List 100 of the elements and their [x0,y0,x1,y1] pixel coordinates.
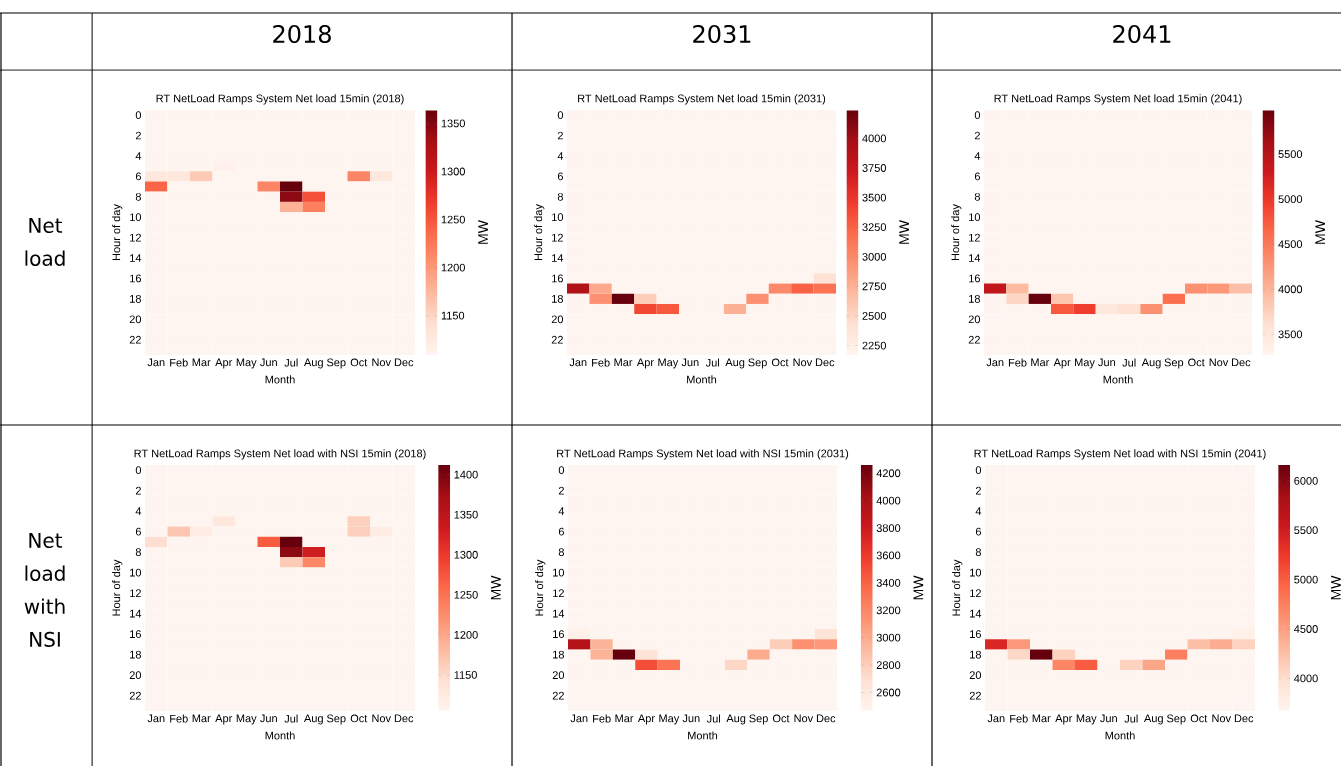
y-tick-label: 8 [135,548,141,557]
y-tick-label: 22 [129,335,141,344]
text: Net load with NSI [24,533,65,647]
text: Net load [25,218,65,266]
color-bar-label: 1150 [441,311,465,320]
x-tick-label: Dec [815,358,835,367]
x-tick-label: Feb [170,358,188,367]
x-axis-title: Month [688,731,718,740]
y-tick-label: 20 [129,671,142,680]
x-tick-label: Jun [260,714,277,723]
x-tick-label: Jan [570,714,588,723]
y-tick-label: 2 [975,486,981,495]
color-bar-title: MW [913,575,924,600]
y-tick-label: 18 [130,650,141,659]
y-tick-label: 4 [974,152,981,160]
color-bar-title: MW [1331,575,1341,600]
y-tick-label: 12 [970,589,981,597]
color-bar-label: 6000 [1294,476,1318,485]
y-tick-label: 4 [975,507,982,515]
color-bar-label: 3800 [876,524,901,532]
color-bar-label: 2750 [862,282,887,291]
y-axis-title: Hour of day [535,559,546,616]
x-tick-label: Sep [748,358,767,369]
color-bar-label: 5000 [1278,195,1303,204]
x-tick-label: Feb [593,714,611,723]
chart-title: RT NetLoad Ramps System Net load with NSI 15min (2031) [557,449,849,460]
x-tick-label: Jan [986,358,1004,367]
x-tick-label: Aug [1143,714,1163,725]
x-tick-label: Dec [394,358,414,367]
x-tick-label: May [1075,358,1095,369]
y-tick-label: 2 [974,131,980,140]
y-tick-label: 6 [135,172,141,181]
y-tick-label: 12 [130,589,141,597]
y-tick-label: 16 [553,630,564,639]
y-tick-label: 18 [970,650,981,659]
y-axis-title: Hour of day [952,559,963,616]
x-tick-label: Dec [1231,358,1251,367]
color-bar-label: 5000 [1294,575,1318,584]
color-bar-label: 1200 [454,631,478,639]
x-tick-label: Jun [260,358,277,367]
y-tick-label: 8 [974,192,980,201]
y-tick-label: 20 [969,671,982,680]
y-tick-label: 16 [970,630,981,639]
x-tick-label: Feb [1008,358,1027,367]
y-tick-label: 6 [135,527,141,536]
y-tick-label: 6 [974,172,980,181]
color-bar-label: 3500 [862,193,887,202]
x-tick-label: Oct [350,358,368,367]
x-tick-label: Nov [372,714,391,723]
x-axis-title: Month [265,375,295,384]
color-bar-title: MW [478,220,488,244]
x-axis-title: Month [1105,731,1135,740]
x-tick-label: Sep [326,358,346,369]
y-tick-label: 12 [130,233,141,242]
y-tick-label: 18 [969,294,980,303]
y-tick-label: 12 [969,233,980,242]
color-bar-label: 1150 [454,671,477,679]
y-axis-title: Hour of day [112,559,123,616]
color-bar-label: 3200 [876,606,901,615]
y-tick-label: 10 [970,568,982,577]
y-tick-label: 22 [968,335,980,344]
y-tick-label: 8 [135,192,141,201]
color-bar-label: 3500 [1278,330,1303,339]
x-tick-label: Feb [592,358,610,367]
x-tick-label: Mar [614,358,633,367]
x-tick-label: Jul [284,358,298,367]
x-tick-label: Mar [1032,714,1051,723]
color-bar-title: MW [899,220,909,244]
x-tick-label: Nov [1209,358,1229,367]
x-tick-label: Mar [1031,358,1050,367]
color-bar-label: 4500 [1293,625,1318,633]
x-tick-label: Jul [1122,358,1136,367]
x-tick-label: Jul [284,714,298,723]
x-tick-label: Dec [1234,714,1254,723]
y-tick-label: 2 [558,486,564,495]
color-bar-label: 2800 [876,661,901,669]
x-tick-label: Feb [1010,714,1028,723]
y-tick-label: 0 [975,466,982,475]
color-bar-title: MW [491,575,501,600]
x-tick-label: Jun [1100,714,1117,723]
x-tick-label: Jul [706,714,721,723]
x-tick-label: Apr [636,358,654,369]
x-tick-label: Aug [1141,358,1161,369]
x-tick-label: Aug [303,714,323,725]
y-tick-label: 14 [969,254,981,262]
y-tick-label: 12 [552,233,563,242]
y-tick-label: 8 [975,548,981,557]
y-tick-label: 2 [135,486,141,495]
x-tick-label: Aug [726,714,746,725]
x-tick-label: Nov [794,714,814,723]
y-tick-label: 6 [557,172,563,181]
x-tick-label: May [1076,714,1097,725]
x-axis-title: Month [1103,375,1133,384]
y-tick-label: 4 [135,507,142,515]
x-tick-label: Sep [1164,358,1184,369]
color-bar-label: 3250 [862,223,887,232]
y-tick-label: 0 [974,111,981,120]
x-tick-label: Dec [394,714,414,723]
color-bar-label: 4000 [876,496,901,505]
x-tick-label: Sep [749,714,768,725]
